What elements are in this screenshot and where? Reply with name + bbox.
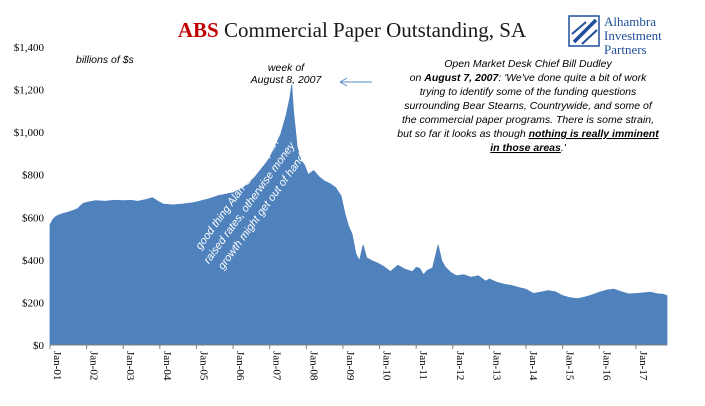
quote-line-5: the commercial paper programs. There is … [402,114,654,126]
quote-line-6-bold: nothing is really imminent [529,128,660,140]
y-tick-label: $800 [22,170,45,182]
quote-line-7-bold: in those areas [490,142,561,154]
x-tick-label: Jan-17 [637,351,649,381]
plot-area [49,84,668,346]
y-axis: $0 $200 $400 $600 $800 $1,000 $1,200 $1,400 [14,42,45,352]
x-tick-label: Jan-04 [161,351,173,381]
logo-mark-icon [568,15,600,47]
x-tick-label: Jan-02 [88,351,100,380]
x-tick-label: Jan-08 [307,351,319,381]
quote-line-2-bold: August 7, 2007 [423,72,499,84]
chart-title-rest: Commercial Paper Outstanding, SA [219,18,527,42]
chart-title-prefix: ABS [178,18,219,42]
x-tick-label: Jan-06 [234,351,246,381]
area-series-0 [49,84,668,346]
y-tick-label: $1,400 [14,42,45,54]
x-tick-label: Jan-09 [344,351,356,381]
quote-line-3: trying to identify some of the funding q… [420,86,637,98]
annotation-arrow [339,77,372,87]
dudley-quote: Open Market Desk Chief Bill Dudley on Au… [397,58,659,154]
x-tick-label: Jan-07 [271,351,283,381]
x-tick-label: Jan-11 [417,351,429,380]
quote-line-1: Open Market Desk Chief Bill Dudley [444,58,612,70]
logo-line-1: Alhambra [604,14,656,29]
x-axis: Jan-01 Jan-02 Jan-03 Jan-04 Jan-05 Jan-06 Jan-… [49,344,667,381]
quote-line-7-post: .' [561,142,567,154]
quote-line-2-post: : 'We've done quite a bit of work [498,72,647,84]
y-tick-label: $600 [22,212,45,224]
x-tick-label: Jan-12 [454,351,466,380]
y-tick-label: $400 [22,255,45,267]
x-tick-label: Jan-13 [490,351,502,381]
week-annotation-line-2: August 8, 2007 [250,74,323,86]
y-tick-label: $200 [22,297,45,309]
x-tick-label: Jan-03 [124,351,136,381]
quote-line-4: surrounding Bear Stearns, Countrywide, a… [404,100,653,112]
x-tick-label: Jan-15 [564,351,576,381]
x-tick-label: Jan-05 [198,351,210,381]
quote-line-2: on August 7, 2007: 'We've done quite a b… [410,72,647,84]
x-tick-label: Jan-01 [51,351,63,380]
chart-title: ABS Commercial Paper Outstanding, SA [178,18,527,42]
y-tick-label: $1,200 [14,85,45,97]
y-tick-label: $1,000 [14,127,45,139]
y-tick-label: $0 [33,340,45,352]
quote-line-2-pre: on [410,72,425,84]
units-label: billions of $s [76,54,135,66]
quote-line-7: in those areas.' [490,142,567,154]
week-annotation-line-1: week of [268,62,305,74]
x-tick-label: Jan-14 [527,351,539,381]
logo-line-2: Investment [604,28,662,43]
quote-line-6: but so far it looks as though nothing is… [397,128,659,140]
company-logo: Alhambra Investment Partners [568,14,662,57]
x-tick-label: Jan-16 [600,351,612,381]
logo-line-3: Partners [604,42,647,57]
quote-line-6-pre: but so far it looks as though [397,128,528,140]
x-tick-label: Jan-10 [381,351,393,381]
